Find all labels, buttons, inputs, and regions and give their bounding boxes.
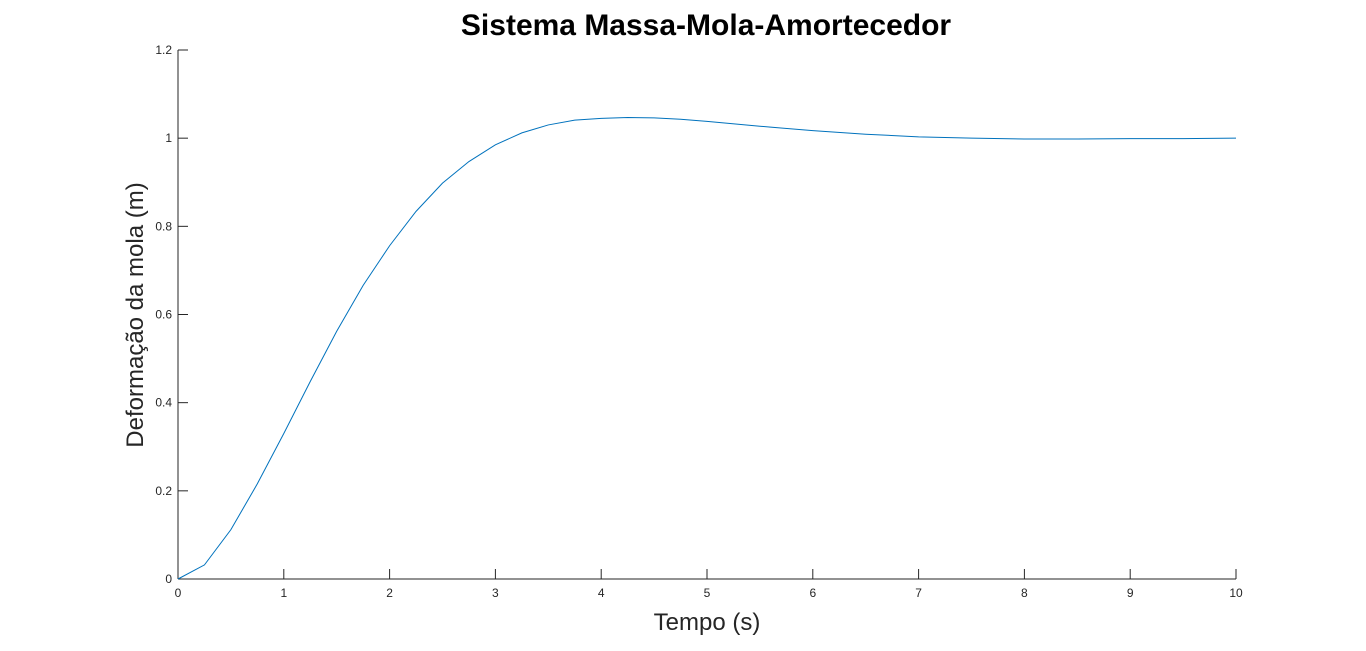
x-tick-label: 6 [809, 586, 816, 600]
x-tick-label: 8 [1021, 586, 1028, 600]
x-tick-label: 2 [386, 586, 393, 600]
y-tick-label: 0 [165, 572, 172, 586]
y-axis-label: Deformação da mola (m) [122, 182, 149, 447]
y-tick-label: 0.4 [155, 396, 172, 410]
x-tick-label: 9 [1127, 586, 1134, 600]
chart-title: Sistema Massa-Mola-Amortecedor [461, 9, 951, 42]
y-tick-label: 0.8 [155, 219, 172, 233]
series-group [177, 116, 1237, 580]
x-axis-label: Tempo (s) [654, 609, 761, 636]
x-tick-label: 3 [492, 586, 499, 600]
x-tick-label: 4 [598, 586, 605, 600]
y-tick-label: 0.2 [155, 484, 172, 498]
y-tick-label: 0.6 [155, 308, 172, 322]
y-ticks: 0 0.2 0.4 0.6 0.8 1 1.2 [155, 43, 188, 586]
x-tick-label: 1 [280, 586, 287, 600]
x-tick-label: 7 [915, 586, 922, 600]
y-tick-label: 1.2 [155, 43, 172, 57]
axes [177, 50, 1236, 580]
series-line-0 [177, 116, 1237, 580]
x-tick-label: 0 [175, 586, 182, 600]
x-tick-label: 5 [704, 586, 711, 600]
x-ticks: 0 1 2 3 4 5 6 7 8 9 10 [175, 569, 1243, 600]
x-tick-label: 10 [1229, 586, 1243, 600]
y-tick-label: 1 [165, 131, 172, 145]
